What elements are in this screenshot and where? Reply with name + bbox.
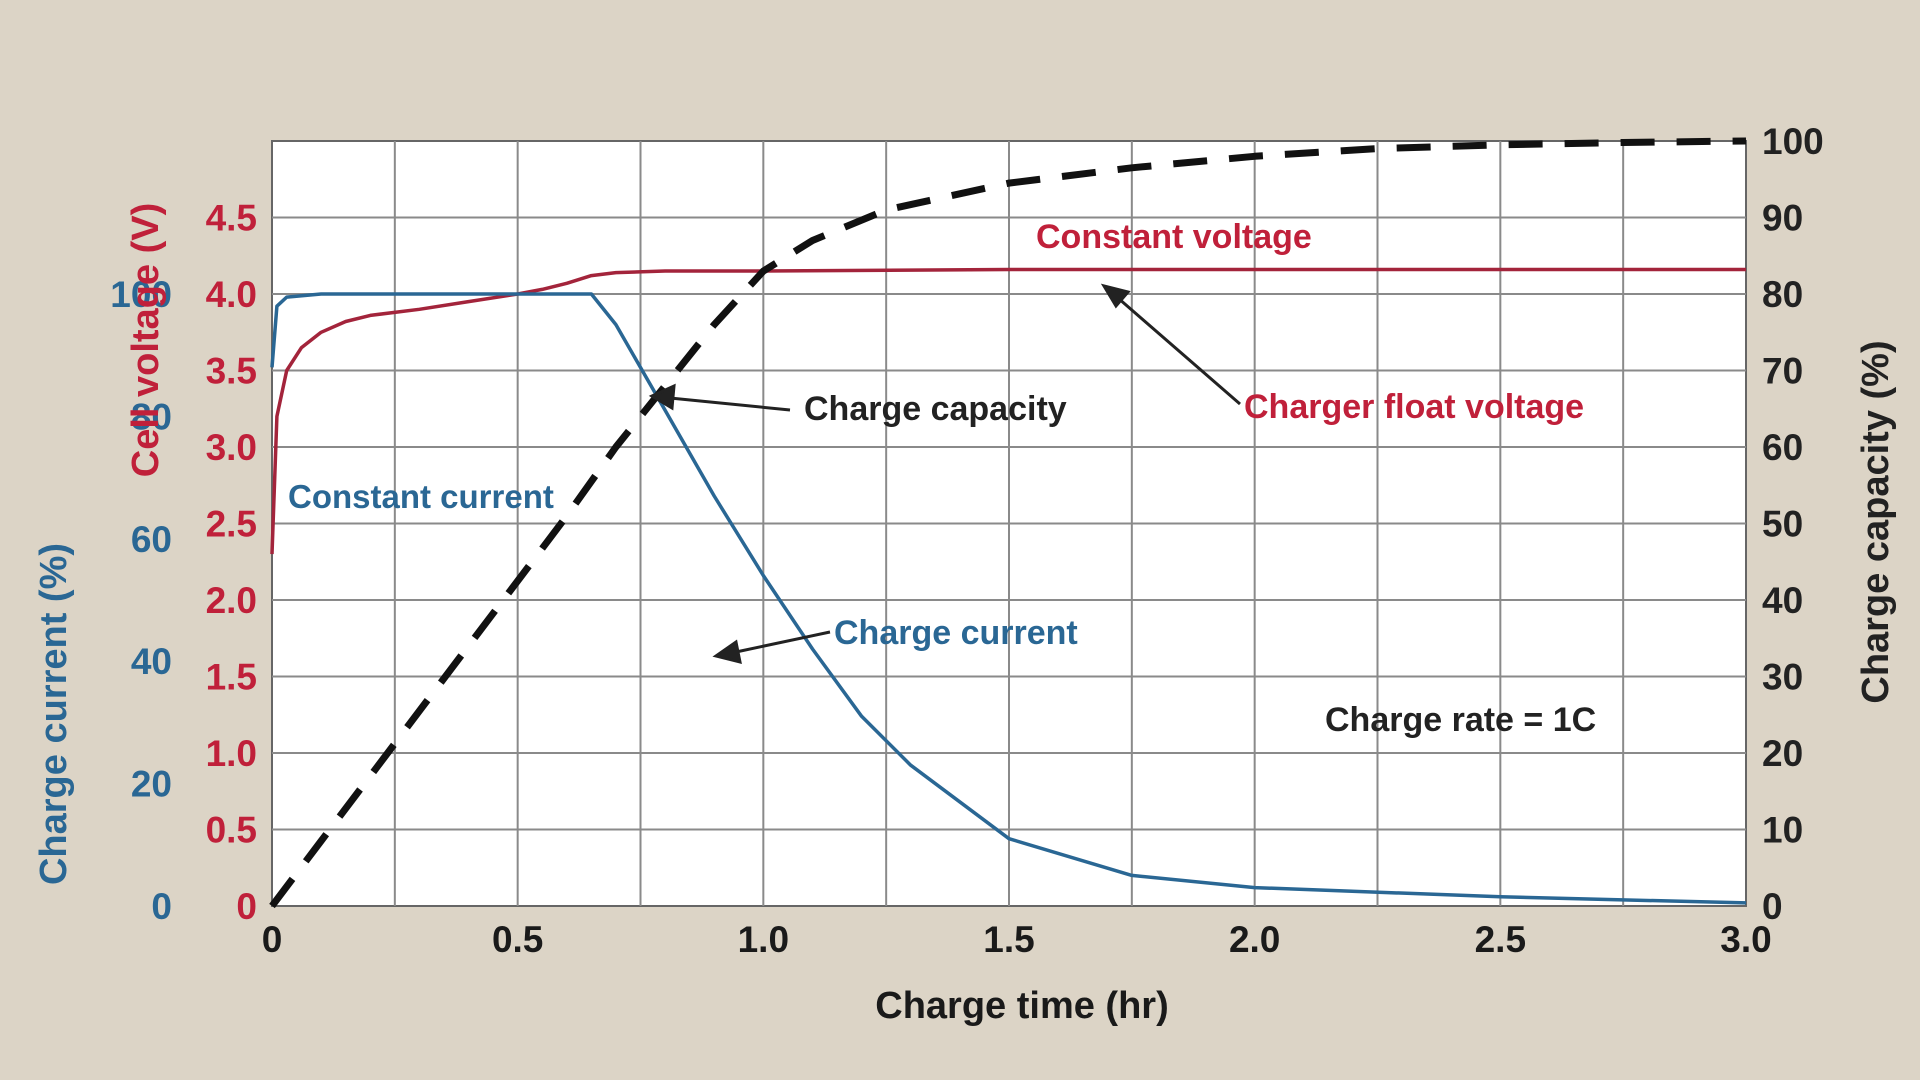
current-tick-label: 40 [131,641,172,682]
capacity-tick-label: 60 [1762,427,1803,468]
capacity-tick-label: 90 [1762,198,1803,239]
arrowhead-float-voltage [1100,283,1131,309]
x-tick-label: 1.0 [738,919,789,960]
capacity-tick-label: 0 [1762,886,1783,927]
capacity-tick-label: 100 [1762,121,1824,162]
annotation-charger-float-voltage: Charger float voltage [1244,388,1584,426]
voltage-tick-label: 1.0 [206,733,257,774]
capacity-tick-label: 80 [1762,274,1803,315]
arrow-charge-capacity [669,396,791,412]
capacity-axis-title: Charge capacity (%) [1855,340,1897,703]
annotation-constant-voltage: Constant voltage [1036,218,1312,256]
x-tick-label: 3.0 [1720,919,1771,960]
current-tick-label: 20 [131,764,172,805]
current-tick-label: 80 [131,396,172,437]
arrowhead-charge-capacity [648,383,676,411]
voltage-tick-label: 0 [236,886,257,927]
capacity-tick-label: 30 [1762,657,1803,698]
current-axis-title: Charge current (%) [33,543,75,885]
annotation-charge-capacity: Charge capacity [804,390,1067,428]
current-tick-label: 0 [151,886,172,927]
annotation-constant-current: Constant current [288,478,554,515]
x-tick-label: 0.5 [492,919,543,960]
voltage-tick-label: 3.5 [206,351,257,392]
capacity-tick-label: 20 [1762,733,1803,774]
voltage-tick-label: 4.0 [206,274,257,315]
x-tick-label: 2.0 [1229,919,1280,960]
series-layer [269,137,1747,909]
tick-labels: 0 0.5 1.0 1.5 2.0 2.5 3.000.51.01.52.02.53.03.… [110,121,1823,960]
arrow-charge-current [735,630,831,654]
x-tick-label: 1.5 [983,919,1034,960]
current-tick-label: 60 [131,519,172,560]
voltage-tick-label: 4.5 [206,198,257,239]
voltage-series-line [270,267,1746,555]
arrow-float-voltage [1117,296,1241,406]
x-tick-label: 2.5 [1475,919,1526,960]
voltage-tick-label: 2.0 [206,580,257,621]
annotation-arrows [648,283,1241,665]
capacity-series-line [269,137,1747,909]
arrowhead-charge-current [712,639,742,665]
capacity-tick-label: 40 [1762,580,1803,621]
annotation-charge-current: Charge current [834,614,1078,652]
voltage-axis-title: Cell voltage (V) [125,203,167,478]
voltage-tick-label: 1.5 [206,657,257,698]
voltage-tick-label: 0.5 [206,810,257,851]
capacity-tick-label: 50 [1762,504,1803,545]
voltage-tick-label: 3.0 [206,427,257,468]
current-series-line [270,292,1747,905]
annotation-charge-rate: Charge rate = 1C [1325,701,1596,739]
capacity-tick-label: 10 [1762,810,1803,851]
current-tick-label: 100 [110,274,172,315]
voltage-tick-label: 2.5 [206,504,257,545]
capacity-tick-label: 70 [1762,351,1803,392]
x-tick-label: 0 [262,919,283,960]
x-axis-title: Charge time (hr) [875,985,1168,1027]
